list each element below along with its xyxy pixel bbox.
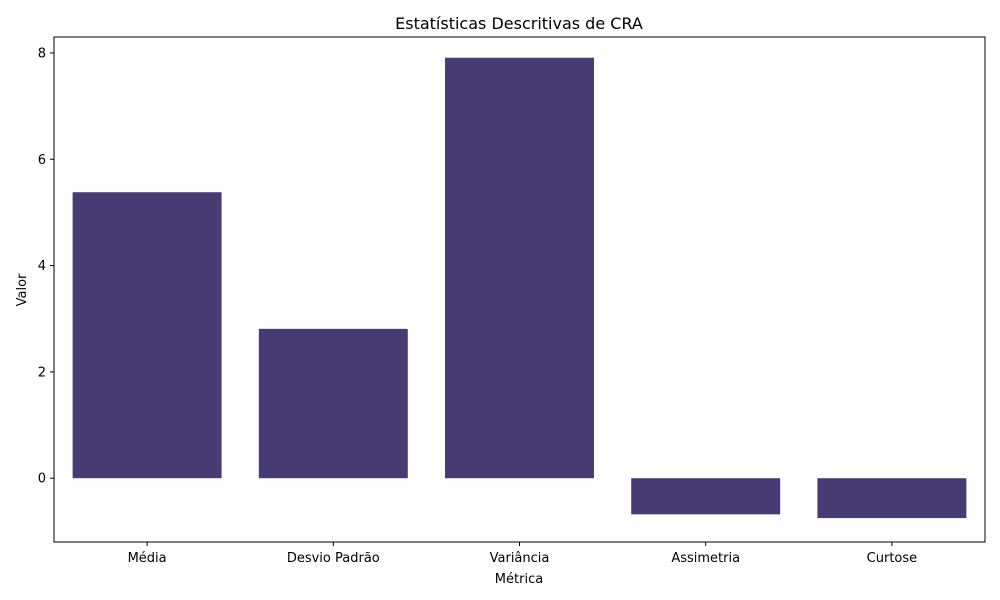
y-axis-label: Valor [15, 273, 30, 306]
y-tick-label: 4 [38, 259, 46, 274]
y-tick-label: 0 [38, 472, 46, 487]
x-tick-label: Assimetria [671, 551, 740, 566]
x-tick-label: Curtose [867, 551, 917, 566]
bar-2 [445, 57, 594, 479]
x-axis-label: Métrica [495, 572, 543, 587]
bar-3 [631, 478, 781, 515]
x-tick-label: Variância [490, 551, 550, 566]
bar-0 [72, 192, 222, 479]
bar-4 [817, 478, 967, 519]
x-tick-label: Desvio Padrão [287, 551, 380, 566]
y-tick-label: 8 [38, 46, 46, 61]
bar-1 [258, 328, 408, 479]
axes-layer: 0 2 4 6 8 Média Desvio Padrão Variância Assimetr… [38, 36, 986, 566]
bars-layer [72, 57, 967, 519]
chart-title: Estatísticas Descritivas de CRA [395, 14, 643, 33]
y-tick-label: 2 [38, 365, 46, 380]
x-tick-label: Média [128, 551, 167, 566]
y-tick-label: 6 [38, 153, 46, 168]
